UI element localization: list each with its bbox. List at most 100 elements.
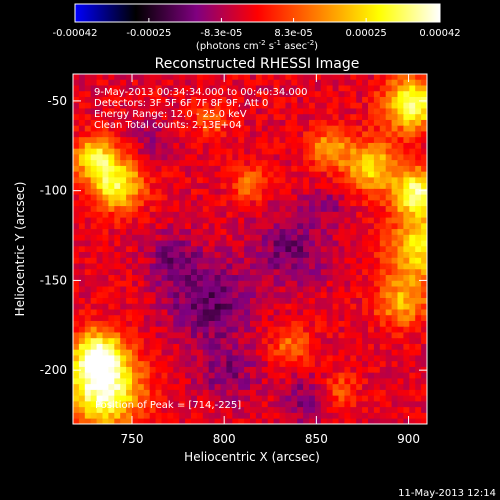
heatmap-cell: [356, 280, 363, 288]
heatmap-cell: [155, 389, 163, 397]
heatmap-cell: [220, 137, 227, 144]
heatmap-cell: [250, 332, 257, 339]
heatmap-cell: [297, 177, 304, 184]
heatmap-cell: [261, 412, 269, 420]
heatmap-cell: [332, 349, 340, 357]
heatmap-cell: [397, 269, 404, 276]
heatmap-cell: [409, 389, 416, 397]
heatmap-cell: [173, 217, 180, 224]
heatmap-cell: [421, 177, 427, 184]
heatmap-cell: [191, 183, 198, 190]
heatmap-cell: [120, 257, 127, 265]
heatmap-cell: [155, 183, 163, 190]
heatmap-cell: [244, 108, 251, 115]
heatmap-cell: [126, 355, 133, 362]
heatmap-cell: [279, 131, 286, 138]
heatmap-cell: [238, 298, 245, 305]
heatmap-cell: [409, 108, 416, 115]
heatmap-cell: [196, 280, 204, 288]
heatmap-cell: [155, 355, 163, 362]
heatmap-cell: [373, 131, 381, 138]
heatmap-cell: [179, 338, 186, 345]
heatmap-cell: [338, 332, 345, 339]
heatmap-cell: [149, 275, 157, 282]
heatmap-cell: [167, 361, 174, 368]
heatmap-cell: [191, 252, 198, 259]
heatmap-cell: [78, 148, 86, 156]
heatmap-cell: [403, 366, 410, 374]
heatmap-cell: [90, 194, 98, 201]
heatmap-cell: [73, 298, 80, 305]
heatmap-cell: [285, 303, 292, 311]
heatmap-cell: [350, 74, 357, 81]
heatmap-cell: [226, 234, 233, 242]
heatmap-cell: [244, 85, 251, 92]
heatmap-cell: [356, 269, 363, 276]
heatmap-cell: [368, 96, 375, 104]
heatmap-cell: [285, 424, 292, 430]
heatmap-cell: [285, 418, 292, 424]
heatmap-cell: [297, 234, 304, 242]
heatmap-cell: [120, 320, 127, 328]
heatmap-cell: [427, 407, 434, 413]
heatmap-cell: [350, 286, 357, 293]
heatmap-cell: [137, 119, 145, 127]
heatmap-cell: [102, 85, 109, 92]
heatmap-cell: [73, 378, 80, 385]
heatmap-cell: [291, 338, 298, 345]
heatmap-cell: [320, 160, 328, 167]
heatmap-cell: [397, 148, 404, 156]
heatmap-cell: [314, 338, 322, 345]
heatmap-cell: [226, 257, 233, 265]
heatmap-cell: [373, 326, 381, 334]
heatmap-cell: [73, 74, 80, 81]
heatmap-cell: [143, 298, 151, 305]
heatmap-cell: [202, 148, 210, 156]
heatmap-cell: [120, 142, 127, 150]
heatmap-cell: [362, 223, 369, 230]
heatmap-cell: [120, 240, 127, 247]
heatmap-cell: [267, 361, 275, 368]
heatmap-cell: [409, 154, 416, 161]
heatmap-cell: [368, 366, 375, 374]
heatmap-cell: [409, 372, 416, 380]
heatmap-cell: [285, 338, 292, 345]
heatmap-cell: [220, 131, 227, 138]
heatmap-cell: [391, 298, 399, 305]
heatmap-cell: [338, 292, 345, 299]
heatmap-cell: [273, 280, 281, 288]
heatmap-cell: [309, 229, 316, 236]
heatmap-cell: [280, 424, 287, 430]
heatmap-cell: [149, 292, 157, 299]
heatmap-cell: [167, 229, 174, 236]
heatmap-cell: [373, 240, 381, 247]
heatmap-cell: [350, 280, 357, 288]
heatmap-cell: [179, 320, 186, 328]
heatmap-cell: [303, 114, 310, 121]
heatmap-cell: [350, 188, 357, 196]
heatmap-cell: [255, 280, 263, 288]
heatmap-cell: [214, 320, 222, 328]
heatmap-cell: [120, 119, 127, 127]
heatmap-cell: [332, 355, 340, 362]
heatmap-cell: [149, 355, 157, 362]
heatmap-cell: [196, 240, 204, 247]
heatmap-cell: [391, 119, 399, 127]
heatmap-cell: [214, 269, 222, 276]
heatmap-cell: [220, 102, 227, 110]
heatmap-cell: [208, 217, 216, 224]
heatmap-cell: [291, 343, 298, 351]
heatmap-cell: [285, 395, 292, 402]
heatmap-cell: [78, 102, 86, 110]
heatmap-cell: [137, 137, 145, 144]
heatmap-cell: [297, 263, 304, 270]
heatmap-cell: [391, 96, 399, 104]
heatmap-cell: [314, 137, 322, 144]
heatmap-cell: [208, 119, 216, 127]
heatmap-cell: [320, 418, 328, 424]
heatmap-cell: [244, 263, 251, 270]
heatmap-cell: [202, 326, 210, 334]
heatmap-cell: [267, 418, 275, 424]
heatmap-cell: [403, 384, 410, 391]
heatmap-cell: [114, 85, 121, 92]
